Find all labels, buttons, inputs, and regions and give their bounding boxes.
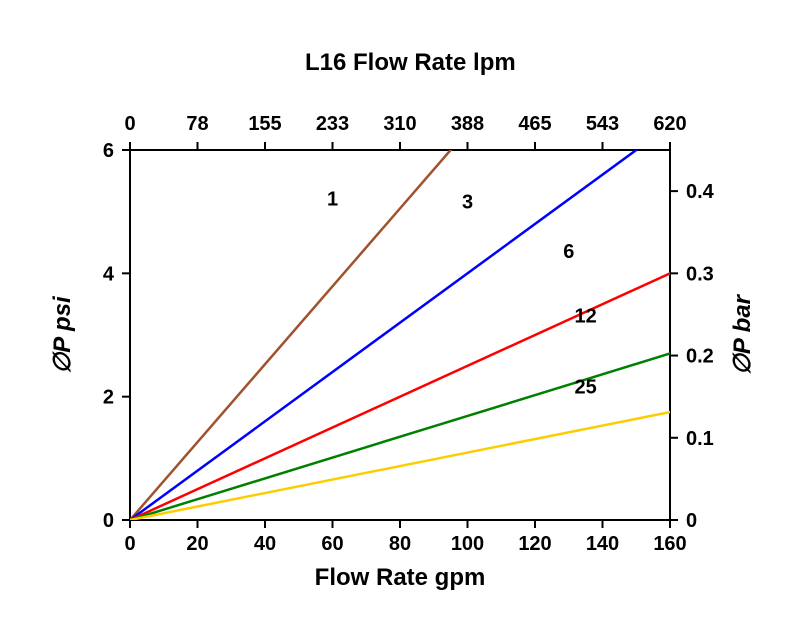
x-bottom-tick-label: 120 bbox=[518, 533, 551, 555]
y-right-tick-label: 0.4 bbox=[686, 181, 715, 203]
x-top-tick-label: 388 bbox=[451, 113, 484, 135]
flow-rate-chart: L16 Flow Rate lpm020406080100120140160Fl… bbox=[0, 0, 794, 640]
x-bottom-tick-label: 100 bbox=[451, 533, 484, 555]
y-left-tick-label: 6 bbox=[103, 140, 114, 162]
y-right-tick-label: 0.1 bbox=[686, 428, 714, 450]
series-label-12: 12 bbox=[575, 306, 597, 328]
x-top-tick-label: 155 bbox=[248, 113, 281, 135]
series-label-6: 6 bbox=[563, 241, 574, 263]
x-top-tick-label: 78 bbox=[186, 113, 208, 135]
x-top-tick-label: 543 bbox=[586, 113, 619, 135]
y-right-title: ∅P bar bbox=[729, 293, 756, 375]
chart-container: L16 Flow Rate lpm020406080100120140160Fl… bbox=[0, 0, 794, 640]
x-top-tick-label: 310 bbox=[383, 113, 416, 135]
x-top-tick-label: 620 bbox=[653, 113, 686, 135]
x-top-tick-label: 465 bbox=[518, 113, 551, 135]
y-left-tick-label: 0 bbox=[103, 510, 114, 532]
x-bottom-tick-label: 40 bbox=[254, 533, 276, 555]
x-top-tick-label: 0 bbox=[124, 113, 135, 135]
x-bottom-tick-label: 80 bbox=[389, 533, 411, 555]
series-label-3: 3 bbox=[462, 192, 473, 214]
x-bottom-tick-label: 0 bbox=[124, 533, 135, 555]
series-label-1: 1 bbox=[327, 189, 338, 211]
y-right-tick-label: 0 bbox=[686, 510, 697, 532]
y-left-tick-label: 4 bbox=[103, 263, 115, 285]
x-bottom-tick-label: 140 bbox=[586, 533, 619, 555]
series-label-25: 25 bbox=[575, 377, 597, 399]
y-left-tick-label: 2 bbox=[103, 387, 114, 409]
y-left-title: ∅P psi bbox=[49, 295, 76, 374]
x-bottom-title: Flow Rate gpm bbox=[315, 564, 486, 591]
x-top-tick-label: 233 bbox=[316, 113, 349, 135]
x-bottom-tick-label: 20 bbox=[186, 533, 208, 555]
x-bottom-tick-label: 160 bbox=[653, 533, 686, 555]
y-right-tick-label: 0.2 bbox=[686, 346, 714, 368]
chart-title: L16 Flow Rate lpm bbox=[305, 49, 516, 76]
x-bottom-tick-label: 60 bbox=[321, 533, 343, 555]
y-right-tick-label: 0.3 bbox=[686, 263, 714, 285]
